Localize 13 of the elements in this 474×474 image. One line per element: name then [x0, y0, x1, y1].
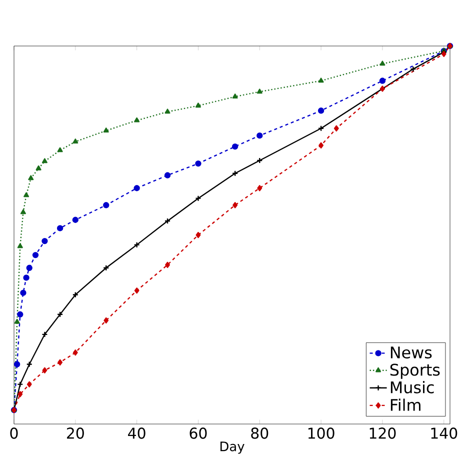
legend-label: News	[390, 346, 432, 358]
x-tick-label: 100	[308, 428, 334, 439]
x-tick-label: 20	[66, 428, 84, 439]
x-tick-label: 120	[370, 428, 396, 439]
x-axis-title: Day	[220, 442, 244, 454]
x-tick-label: 0	[10, 428, 18, 439]
x-tick-label: 80	[251, 428, 268, 439]
legend-label: Music	[390, 381, 434, 394]
x-tick-label: 140	[431, 428, 458, 439]
x-tick-label: 60	[190, 428, 207, 439]
x-tick-label: 40	[128, 428, 146, 439]
legend-label: Film	[390, 398, 420, 411]
legend-label: Sports	[390, 364, 440, 379]
